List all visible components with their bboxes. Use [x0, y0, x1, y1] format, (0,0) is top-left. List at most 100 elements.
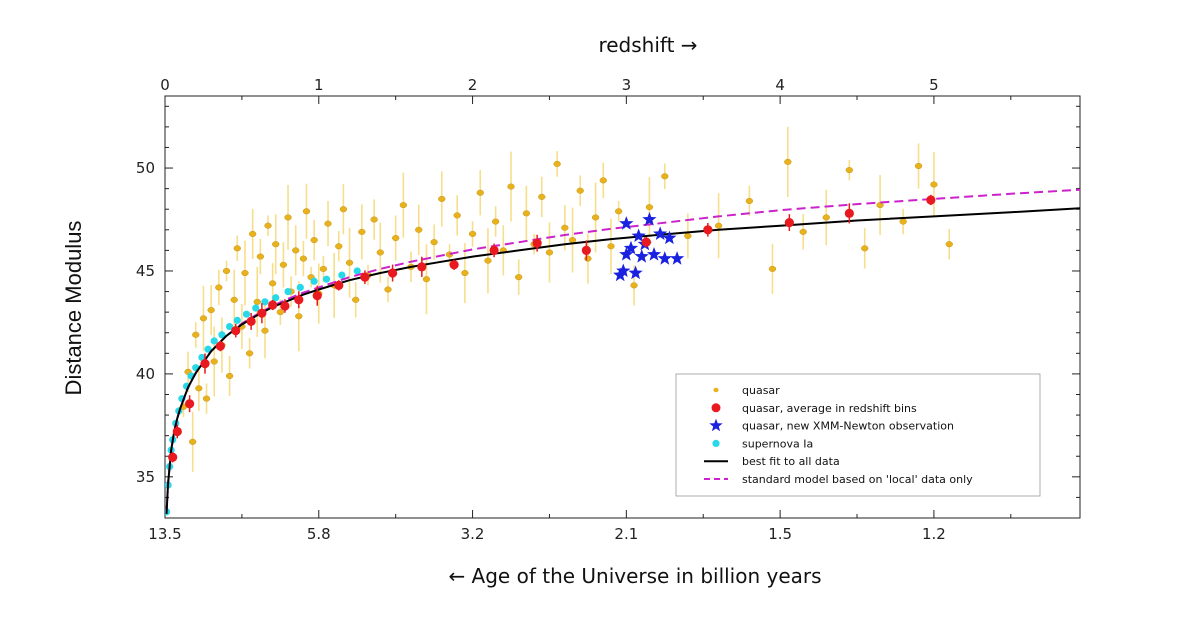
average-point [312, 291, 322, 301]
supernova-point [284, 287, 292, 296]
quasar-point [745, 197, 754, 205]
bottom-tick-label: 1.2 [922, 525, 946, 543]
quasar-point [930, 181, 938, 188]
quasar-point [553, 160, 561, 167]
bottom-tick-label: 5.8 [307, 525, 331, 543]
quasar-point [392, 234, 400, 242]
legend-standard-model-label: standard model based on 'local' data onl… [742, 473, 973, 486]
average-point [231, 326, 241, 336]
quasar-point [192, 331, 200, 338]
supernova-point [252, 304, 260, 312]
quasar-point [561, 224, 569, 231]
quasar-point [299, 255, 308, 262]
quasar-point [468, 230, 477, 237]
legend-best-fit-label: best fit to all data [742, 455, 840, 468]
quasar-point [339, 206, 348, 213]
plot-frame [164, 95, 1081, 519]
y-tick-label: 45 [136, 262, 155, 280]
quasar-point [845, 167, 853, 174]
quasar-point [324, 220, 332, 227]
xmm-star-point [642, 212, 657, 226]
legend-xmm-label: quasar, new XMM-Newton observation [742, 420, 954, 433]
xmm-star-point [653, 226, 668, 240]
quasar-point [491, 218, 500, 225]
quasar-point [861, 245, 869, 252]
top-tick-label: 2 [468, 76, 478, 94]
quasar-point [684, 232, 692, 240]
xmm-star-point [619, 216, 634, 230]
quasar-point [302, 208, 311, 215]
standard-model-line [165, 188, 1080, 514]
quasar-point [352, 296, 360, 303]
bottom-tick-label: 2.1 [614, 525, 638, 543]
quasar-point [319, 265, 328, 272]
y-tick-label: 40 [136, 365, 155, 383]
quasar-point [264, 222, 272, 229]
quasar-point [268, 280, 277, 287]
quasar-point [714, 222, 723, 229]
average-point [784, 218, 794, 228]
supernova-point [310, 277, 318, 285]
quasar-point [545, 249, 554, 256]
quasar-point [310, 237, 318, 244]
supernova-point [225, 322, 234, 331]
quasar-point [945, 241, 953, 248]
supernova-point [322, 275, 331, 283]
quasar-point [768, 265, 777, 272]
xmm-star-point [628, 265, 643, 280]
average-point [246, 316, 256, 327]
xmm-star-point [616, 263, 631, 277]
legend: quasar quasar, average in redshift bins qu… [675, 373, 1041, 497]
xmm-star-point [619, 247, 634, 261]
average-point [334, 280, 344, 290]
supernova-point [242, 310, 251, 318]
quasar-point [568, 237, 577, 244]
legend-supernova-marker [712, 439, 720, 447]
average-point [185, 399, 195, 409]
average-point [387, 268, 398, 278]
supernova-point [296, 283, 304, 292]
quasar-point [233, 245, 241, 252]
average-point [703, 225, 713, 235]
supernova-point [261, 298, 269, 306]
top-tick-label: 4 [775, 76, 785, 94]
average-point [215, 341, 225, 351]
supernova-point [233, 316, 241, 324]
top-tick-label: 0 [160, 76, 170, 94]
top-axis-title: redshift → [598, 33, 697, 57]
xmm-star-point [623, 240, 639, 255]
xmm-star-point [657, 251, 672, 265]
average-point [532, 238, 542, 248]
quasar-point [576, 187, 584, 194]
supernova-point [272, 294, 280, 302]
quasar-point [253, 298, 261, 305]
average-point [257, 308, 267, 318]
quasar-point [199, 315, 208, 322]
average-point [168, 452, 178, 462]
quasar-point [914, 162, 923, 170]
quasar-point [276, 309, 284, 316]
top-tick-label: 1 [314, 76, 324, 94]
quasar-point [284, 214, 292, 221]
average-point [581, 245, 591, 255]
quasar-point [222, 267, 231, 275]
quasar-point [484, 257, 492, 264]
quasar-point [210, 358, 218, 365]
quasar-point [279, 261, 288, 268]
legend-box [675, 373, 1041, 497]
xmm-star-point [670, 251, 685, 265]
y-tick-label: 35 [136, 468, 155, 486]
quasar-point [461, 269, 469, 277]
quasar-point [876, 202, 884, 209]
bottom-tick-label: 13.5 [148, 525, 181, 543]
legend-xmm-marker [709, 418, 723, 432]
series-layer [165, 126, 1080, 516]
quasar-point [261, 327, 269, 334]
legend-quasar-label: quasar [742, 384, 780, 397]
quasar-point [784, 158, 792, 165]
average-point [417, 262, 427, 272]
quasar-point [607, 243, 615, 250]
quasar-point [615, 208, 623, 215]
quasar-point [599, 177, 607, 184]
